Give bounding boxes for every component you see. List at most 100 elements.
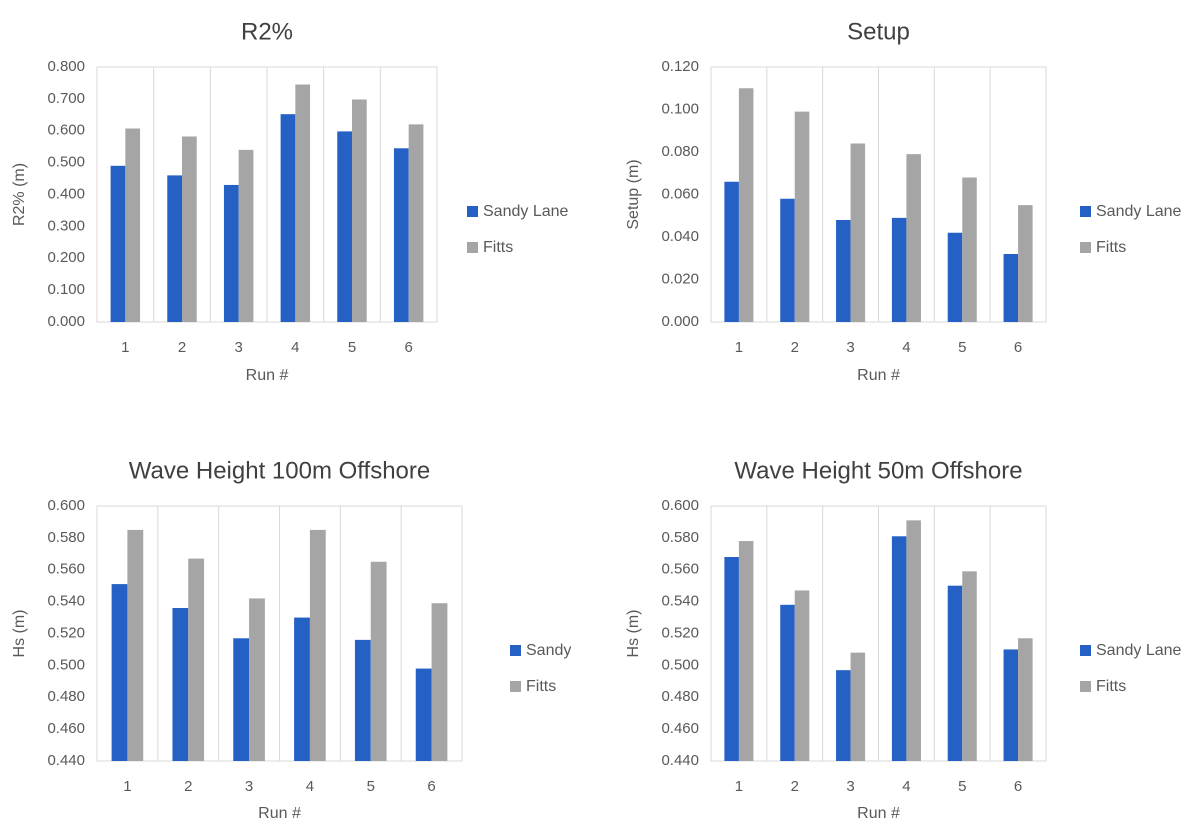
bar-sandy-lane-run-3 (836, 220, 851, 322)
chart-panel-1: R2% 0.000 0.100 0.200 0.300 0.400 0.500 0.600 0.… (11, 18, 568, 384)
legend-swatch (1080, 242, 1091, 253)
y-axis-label: R2% (m) (11, 163, 28, 226)
x-tick-label: 5 (958, 778, 966, 795)
x-tick-label: 1 (123, 778, 131, 795)
x-tick-label: 6 (1014, 339, 1022, 356)
y-tick-label: 0.540 (661, 593, 699, 610)
bar-sandy-run-5 (354, 639, 371, 761)
bar-sandy-lane-run-6 (393, 148, 409, 322)
x-tick-label: 4 (902, 339, 910, 356)
y-tick-label: 0.020 (661, 270, 699, 287)
x-tick-label: 3 (245, 778, 253, 795)
bar-sandy-lane-run-5 (947, 585, 963, 761)
y-tick-label: 0.500 (47, 656, 85, 673)
bar-sandy-lane-run-3 (836, 670, 851, 761)
legend-label: Sandy Lane (1096, 642, 1182, 659)
y-axis-label: Hs (m) (625, 610, 642, 658)
x-tick-label: 2 (791, 339, 799, 356)
y-tick-label: 0.800 (47, 58, 85, 75)
x-tick-label: 1 (735, 778, 743, 795)
x-tick-label: 4 (291, 339, 299, 356)
y-tick-label: 0.000 (661, 313, 699, 330)
bar-fitts-run-2 (182, 136, 197, 322)
bar-fitts-run-3 (238, 149, 254, 322)
bar-sandy-lane-run-3 (223, 184, 239, 322)
x-tick-label: 1 (121, 339, 129, 356)
chart-title: Setup (847, 18, 910, 45)
legend-swatch (1080, 681, 1091, 692)
y-tick-label: 0.520 (47, 624, 85, 641)
bar-fitts-run-2 (794, 111, 810, 322)
y-tick-label: 0.540 (47, 593, 85, 610)
bar-sandy-lane-run-2 (167, 175, 182, 322)
legend-label: Fitts (483, 239, 513, 256)
x-tick-label: 4 (902, 778, 910, 795)
bar-fitts-run-4 (906, 520, 921, 761)
bar-sandy-lane-run-5 (337, 131, 352, 322)
bar-fitts-run-2 (188, 558, 205, 761)
x-tick-label: 2 (184, 778, 192, 795)
bar-sandy-lane-run-1 (110, 165, 126, 322)
bar-fitts-run-3 (249, 598, 265, 761)
bar-fitts-run-4 (295, 84, 311, 322)
legend-label: Sandy Lane (483, 203, 569, 220)
y-tick-label: 0.440 (47, 752, 85, 769)
bar-sandy-lane-run-4 (280, 114, 296, 322)
x-tick-label: 3 (234, 339, 242, 356)
y-tick-label: 0.000 (47, 313, 85, 330)
x-tick-label: 2 (791, 778, 799, 795)
bar-fitts-run-1 (738, 88, 754, 322)
chart-panel-2: Setup 0.000 0.020 0.040 0.060 0.080 0.100 0.120… (625, 18, 1181, 384)
legend-label: Fitts (1096, 678, 1126, 695)
y-tick-label: 0.060 (661, 185, 699, 202)
y-tick-label: 0.300 (47, 217, 85, 234)
bar-fitts-run-4 (906, 154, 921, 322)
bar-sandy-lane-run-6 (1003, 254, 1019, 322)
y-tick-label: 0.440 (661, 752, 699, 769)
bar-fitts-run-6 (1018, 638, 1033, 761)
chart-title: Wave Height 100m Offshore (129, 457, 430, 484)
x-tick-label: 6 (404, 339, 412, 356)
legend-label: Sandy (526, 642, 571, 659)
y-axis-label: Hs (m) (11, 610, 28, 658)
y-axis-label: Setup (m) (625, 159, 642, 229)
bar-fitts-run-5 (352, 99, 367, 322)
bar-fitts-run-6 (1018, 205, 1033, 322)
y-tick-label: 0.560 (661, 561, 699, 578)
bar-sandy-run-4 (294, 617, 310, 761)
legend-swatch (510, 681, 521, 692)
legend-swatch (1080, 206, 1091, 217)
bar-sandy-lane-run-2 (780, 198, 795, 322)
x-axis-label: Run # (857, 367, 900, 384)
legend-swatch (467, 242, 478, 253)
x-axis-label: Run # (246, 367, 289, 384)
legend-label: Fitts (526, 678, 556, 695)
y-tick-label: 0.100 (47, 281, 85, 298)
bar-sandy-run-3 (233, 638, 250, 761)
bar-fitts-run-5 (962, 177, 977, 322)
bar-fitts-run-6 (431, 603, 448, 761)
bar-sandy-lane-run-5 (947, 232, 963, 322)
legend-swatch (467, 206, 478, 217)
bar-sandy-lane-run-4 (891, 217, 907, 322)
x-tick-label: 6 (427, 778, 435, 795)
bar-fitts-run-4 (309, 529, 326, 761)
x-tick-label: 5 (367, 778, 375, 795)
bar-fitts-run-3 (850, 652, 866, 761)
x-tick-label: 1 (735, 339, 743, 356)
bar-fitts-run-6 (408, 124, 424, 322)
bar-fitts-run-1 (738, 541, 754, 761)
y-tick-label: 0.580 (47, 529, 85, 546)
y-tick-label: 0.080 (661, 143, 699, 160)
y-tick-label: 0.480 (661, 688, 699, 705)
legend-swatch (1080, 645, 1091, 656)
y-tick-label: 0.560 (47, 561, 85, 578)
bar-fitts-run-5 (962, 571, 977, 761)
chart-title: Wave Height 50m Offshore (734, 457, 1022, 484)
y-tick-label: 0.500 (47, 154, 85, 171)
legend-label: Sandy Lane (1096, 203, 1182, 220)
bar-fitts-run-1 (125, 128, 141, 322)
x-axis-label: Run # (258, 805, 301, 822)
